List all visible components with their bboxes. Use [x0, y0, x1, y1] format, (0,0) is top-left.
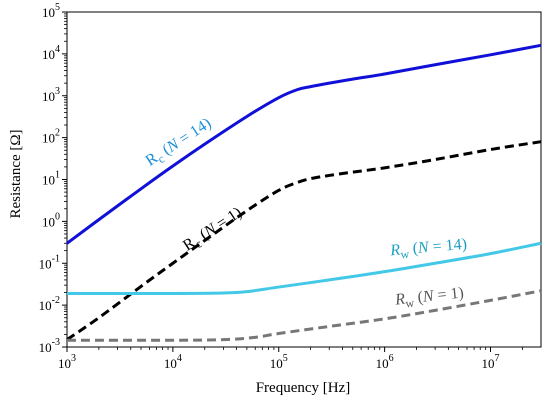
- series-line-1: [66, 140, 542, 341]
- series-annotation-3: Rw (N = 1): [393, 284, 465, 311]
- y-tick-label: 103: [42, 86, 60, 104]
- x-tick-label: 104: [164, 353, 182, 371]
- y-axis-title: Resistance [Ω]: [8, 129, 24, 218]
- series-annotation-1: Rc (N = 1): [180, 204, 247, 257]
- series-annotation-2: Rw (N = 14): [389, 236, 468, 263]
- y-tick-label: 100: [42, 211, 60, 229]
- series-line-3: [66, 289, 542, 342]
- series-line-0: [66, 43, 542, 245]
- y-tick-label: 10-1: [39, 253, 60, 271]
- y-tick-label: 102: [42, 128, 60, 146]
- series-layer: [66, 43, 542, 342]
- x-tick-label: 105: [270, 353, 288, 371]
- y-tick-label: 10-2: [39, 295, 60, 313]
- y-axis-ticks: 10-3 10-2 10-1 100 101 102 103 104 105: [39, 2, 67, 355]
- x-tick-label: 103: [58, 353, 76, 371]
- y-tick-label: 10-3: [39, 337, 60, 355]
- y-tick-label: 104: [42, 44, 60, 62]
- y-tick-label: 101: [42, 170, 60, 188]
- x-axis-ticks: 103 104 105 106 107: [58, 347, 523, 371]
- x-axis-title: Frequency [Hz]: [256, 380, 351, 396]
- y-tick-label: 105: [42, 2, 60, 20]
- x-tick-label: 107: [481, 353, 499, 371]
- series-line-2: [66, 241, 542, 295]
- x-tick-label: 106: [376, 353, 394, 371]
